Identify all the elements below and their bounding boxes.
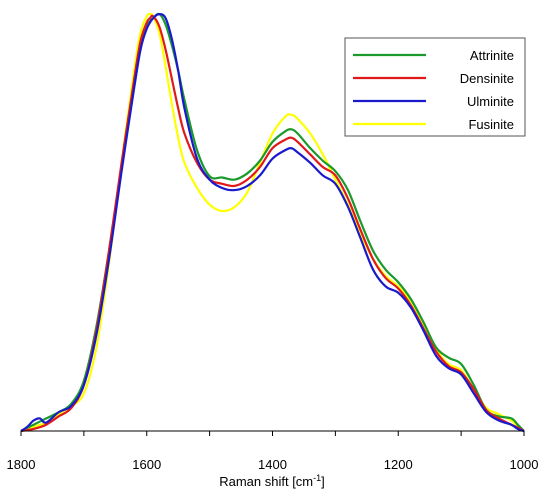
legend-label-attrinite: Attrinite xyxy=(470,48,514,63)
series-line-densinite xyxy=(20,14,525,433)
x-tick-label: 1800 xyxy=(7,457,36,472)
x-tick-label: 1400 xyxy=(258,457,287,472)
series-line-ulminite xyxy=(20,13,525,433)
x-tick-label: 1000 xyxy=(510,457,539,472)
x-axis-label: Raman shift [cm-1] xyxy=(219,473,325,489)
x-axis: 1800 1600 1400 1200 1000 xyxy=(7,430,539,472)
legend-label-ulminite: Ulminite xyxy=(467,94,514,109)
legend-label-fusinite: Fusinite xyxy=(468,117,514,132)
x-tick-label: 1200 xyxy=(384,457,413,472)
series-layer xyxy=(20,12,525,433)
x-tick-label: 1600 xyxy=(132,457,161,472)
legend: Attrinite Densinite Ulminite Fusinite xyxy=(344,37,526,137)
legend-label-densinite: Densinite xyxy=(460,71,514,86)
